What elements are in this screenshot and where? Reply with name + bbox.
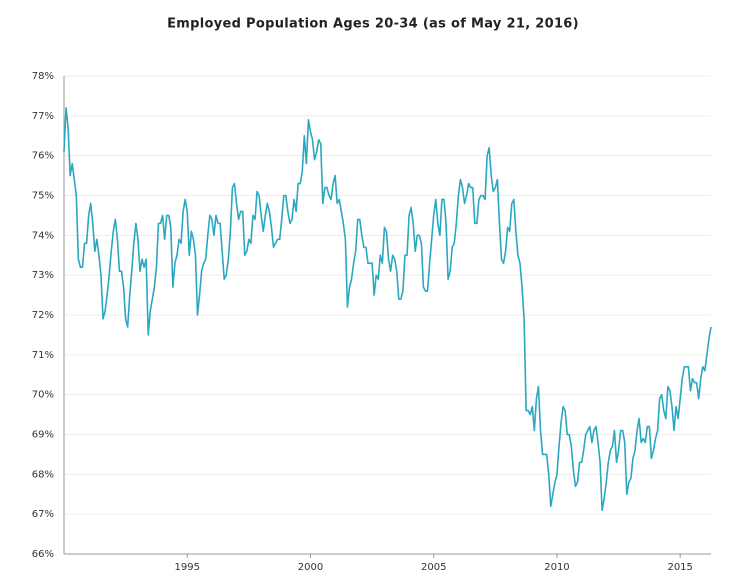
x-tick-label: 1995 xyxy=(175,562,200,573)
y-tick-label: 76% xyxy=(32,151,54,162)
y-tick-label: 70% xyxy=(32,390,54,401)
y-tick-label: 66% xyxy=(32,549,54,560)
x-tick-label: 2000 xyxy=(298,562,323,573)
y-tick-label: 71% xyxy=(32,350,54,361)
x-tick-label: 2015 xyxy=(667,562,692,573)
y-tick-label: 75% xyxy=(32,191,54,202)
y-tick-label: 73% xyxy=(32,270,54,281)
y-tick-label: 78% xyxy=(32,71,54,82)
y-tick-label: 74% xyxy=(32,230,54,241)
y-tick-label: 72% xyxy=(32,310,54,321)
y-tick-label: 67% xyxy=(32,509,54,520)
y-tick-label: 68% xyxy=(32,469,54,480)
y-tick-label: 77% xyxy=(32,111,54,122)
y-tick-label: 69% xyxy=(32,430,54,441)
x-tick-label: 2005 xyxy=(421,562,446,573)
chart-title: Employed Population Ages 20-34 (as of Ma… xyxy=(167,17,579,32)
x-tick-label: 2010 xyxy=(544,562,569,573)
data-line xyxy=(63,107,712,511)
